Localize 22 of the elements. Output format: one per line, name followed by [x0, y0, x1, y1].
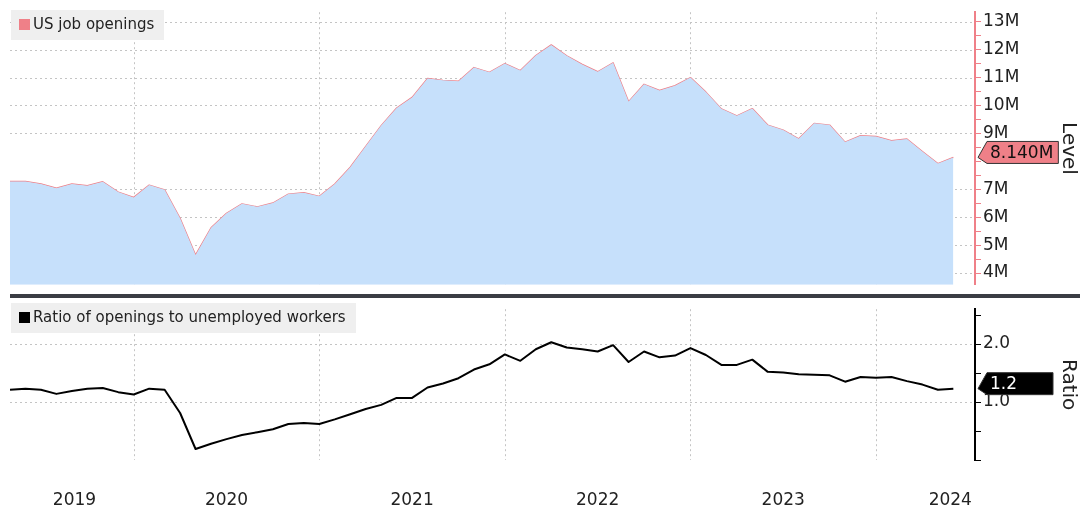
y-tick-label: 11M [983, 65, 1020, 86]
x-tick-label: 2020 [204, 488, 249, 508]
y-tick-label: 9M [983, 121, 1009, 142]
y-tick-label: 7M [983, 177, 1009, 198]
legend-label: Ratio of openings to unemployed workers [33, 308, 346, 326]
y-tick-label: 10M [983, 93, 1020, 114]
y-axis-title: Level [1057, 122, 1080, 175]
x-tick-label: 2024 [928, 488, 972, 508]
y-tick-label: 5M [983, 233, 1009, 254]
y-tick-label: 13M [983, 10, 1020, 31]
annotation: 8.140M [990, 141, 1054, 162]
y-tick-label: 4M [983, 261, 1009, 282]
x-tick-label: 2023 [761, 488, 805, 508]
annotation: 1.2 [990, 373, 1018, 394]
y-tick-label: 2.0 [983, 332, 1011, 353]
y-axis-title: Ratio [1057, 358, 1080, 411]
y-tick-label: 12M [983, 38, 1020, 59]
y-tick-label: 6M [983, 205, 1009, 226]
legend-label: US job openings [33, 15, 155, 33]
x-tick-label: 2022 [576, 488, 620, 508]
x-tick-label: 2019 [52, 488, 97, 508]
x-tick-label: 2021 [390, 488, 434, 508]
